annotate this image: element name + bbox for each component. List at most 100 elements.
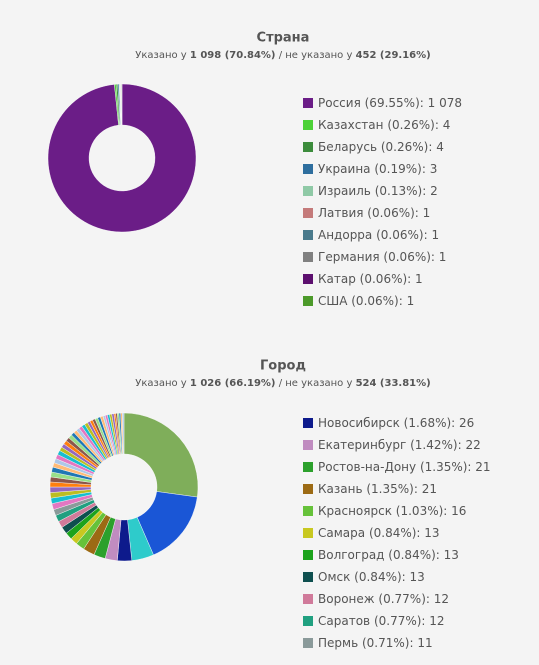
legend-percent: (1.42%): bbox=[410, 438, 462, 452]
legend-swatch bbox=[303, 616, 313, 626]
subtitle-unspecified: 524 (33.81%) bbox=[356, 378, 431, 389]
legend-swatch bbox=[303, 440, 313, 450]
legend-swatch bbox=[303, 230, 313, 240]
legend-value: 3 bbox=[430, 162, 438, 176]
chart-subtitle: Указано у 1 098 (70.84%) / не указано у … bbox=[135, 50, 430, 61]
legend-swatch bbox=[303, 208, 313, 218]
legend-swatch bbox=[303, 252, 313, 262]
legend-swatch bbox=[303, 528, 313, 538]
legend-label: Ростов-на-Дону (1.35%): 21 bbox=[318, 460, 491, 474]
subtitle-text: / не указано у bbox=[279, 378, 353, 389]
legend-label: Пермь (0.71%): 11 bbox=[318, 636, 433, 650]
subtitle-unspecified: 452 (29.16%) bbox=[356, 50, 431, 61]
chart-title: Город bbox=[260, 359, 306, 374]
legend-percent: (1.68%): bbox=[404, 416, 456, 430]
legend-name: Германия bbox=[318, 250, 380, 264]
legend-name: Пермь bbox=[318, 636, 358, 650]
legend-percent: (0.71%): bbox=[362, 636, 414, 650]
legend-name: Воронеж bbox=[318, 592, 375, 606]
chart-title: Страна bbox=[257, 31, 310, 46]
legend-name: Латвия bbox=[318, 206, 363, 220]
legend-name: Андорра bbox=[318, 228, 372, 242]
legend-name: Екатеринбург bbox=[318, 438, 406, 452]
legend-label: Украина (0.19%): 3 bbox=[318, 162, 437, 176]
legend-value: 12 bbox=[429, 614, 444, 628]
legend-percent: (1.35%): bbox=[420, 460, 472, 474]
chart-subtitle: Указано у 1 026 (66.19%) / не указано у … bbox=[135, 378, 430, 389]
subtitle-specified: 1 098 (70.84%) bbox=[190, 50, 276, 61]
legend-name: Украина bbox=[318, 162, 371, 176]
legend-name: Казахстан bbox=[318, 118, 384, 132]
legend-swatch bbox=[303, 164, 313, 174]
legend-name: Ростов-на-Дону bbox=[318, 460, 416, 474]
subtitle-text: Указано у bbox=[135, 50, 187, 61]
legend-name: Волгоград bbox=[318, 548, 384, 562]
legend-name: США bbox=[318, 294, 348, 308]
legend-percent: (0.13%): bbox=[375, 184, 427, 198]
legend-label: Омск (0.84%): 13 bbox=[318, 570, 425, 584]
legend-percent: (0.06%): bbox=[360, 272, 412, 286]
legend-value: 1 bbox=[431, 228, 439, 242]
legend-swatch bbox=[303, 98, 313, 108]
legend-label: Красноярск (1.03%): 16 bbox=[318, 504, 466, 518]
legend-value: 26 bbox=[459, 416, 474, 430]
pie-slice bbox=[47, 83, 197, 233]
legend-name: Казань bbox=[318, 482, 363, 496]
legend-value: 21 bbox=[422, 482, 437, 496]
legend-percent: (0.06%): bbox=[376, 228, 428, 242]
legend-label: Катар (0.06%): 1 bbox=[318, 272, 423, 286]
legend-label: Казахстан (0.26%): 4 bbox=[318, 118, 450, 132]
legend-label: Волгоград (0.84%): 13 bbox=[318, 548, 459, 562]
legend-label: Латвия (0.06%): 1 bbox=[318, 206, 430, 220]
legend-label: Саратов (0.77%): 12 bbox=[318, 614, 445, 628]
legend-percent: (0.06%): bbox=[383, 250, 435, 264]
legend-percent: (1.03%): bbox=[396, 504, 448, 518]
legend-swatch bbox=[303, 274, 313, 284]
legend-swatch bbox=[303, 462, 313, 472]
legend-label: Россия (69.55%): 1 078 bbox=[318, 96, 462, 110]
legend-value: 16 bbox=[451, 504, 466, 518]
legend-label: Израиль (0.13%): 2 bbox=[318, 184, 438, 198]
legend-percent: (0.84%): bbox=[354, 570, 406, 584]
legend-label: Германия (0.06%): 1 bbox=[318, 250, 446, 264]
legend-percent: (0.26%): bbox=[387, 118, 439, 132]
legend-name: Омск bbox=[318, 570, 350, 584]
legend-percent: (0.06%): bbox=[351, 294, 403, 308]
legend-value: 1 bbox=[423, 206, 431, 220]
legend-label: Казань (1.35%): 21 bbox=[318, 482, 437, 496]
legend-value: 1 bbox=[439, 250, 447, 264]
legend-value: 13 bbox=[424, 526, 439, 540]
legend-swatch bbox=[303, 506, 313, 516]
legend-percent: (0.26%): bbox=[381, 140, 433, 154]
legend-value: 4 bbox=[436, 140, 444, 154]
legend-swatch bbox=[303, 120, 313, 130]
subtitle-text: Указано у bbox=[135, 378, 187, 389]
legend-name: Новосибирск bbox=[318, 416, 400, 430]
legend-swatch bbox=[303, 594, 313, 604]
legend-label: Воронеж (0.77%): 12 bbox=[318, 592, 449, 606]
legend-label: США (0.06%): 1 bbox=[318, 294, 414, 308]
legend-label: Екатеринбург (1.42%): 22 bbox=[318, 438, 481, 452]
legend-name: Самара bbox=[318, 526, 365, 540]
legend-swatch bbox=[303, 572, 313, 582]
legend-percent: (1.35%): bbox=[366, 482, 418, 496]
legend-value: 13 bbox=[410, 570, 425, 584]
legend-name: Саратов bbox=[318, 614, 370, 628]
subtitle-specified: 1 026 (66.19%) bbox=[190, 378, 276, 389]
legend-value: 13 bbox=[444, 548, 459, 562]
legend-percent: (0.77%): bbox=[378, 592, 430, 606]
legend-percent: (0.84%): bbox=[388, 548, 440, 562]
legend-percent: (0.06%): bbox=[367, 206, 419, 220]
pie-slice bbox=[123, 412, 199, 498]
legend-value: 1 078 bbox=[428, 96, 462, 110]
pie-slice bbox=[122, 412, 125, 455]
legend-value: 22 bbox=[465, 438, 480, 452]
legend-label: Новосибирск (1.68%): 26 bbox=[318, 416, 474, 430]
legend-label: Андорра (0.06%): 1 bbox=[318, 228, 439, 242]
legend-name: Израиль bbox=[318, 184, 371, 198]
legend-name: Катар bbox=[318, 272, 356, 286]
legend-percent: (0.77%): bbox=[374, 614, 426, 628]
legend-percent: (0.84%): bbox=[369, 526, 421, 540]
legend-percent: (69.55%): bbox=[365, 96, 424, 110]
